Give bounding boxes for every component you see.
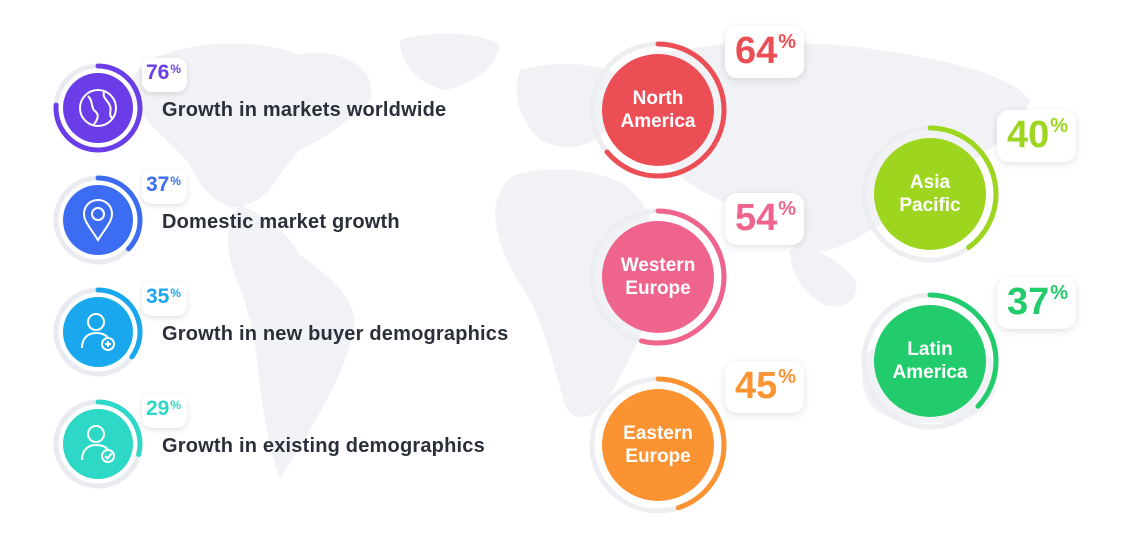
percent-value: 29 <box>146 397 170 420</box>
region-label-line: Pacific <box>899 195 961 216</box>
progress-arc <box>53 399 143 489</box>
region-percent-value: 37 <box>1007 281 1050 323</box>
region-asia-pacific: Asia Pacific <box>860 124 1000 264</box>
region-percent-value: 45 <box>735 365 778 407</box>
user-check-icon <box>81 425 115 463</box>
region-fill <box>874 138 986 250</box>
region-arc <box>589 41 727 179</box>
user-add-icon <box>81 313 115 351</box>
region-latin-america: Latin America <box>860 291 1000 431</box>
percent-sign: % <box>170 286 182 300</box>
region-label-line: Asia <box>909 172 951 193</box>
region-fill <box>602 389 714 501</box>
region-percent-sign: % <box>778 198 797 220</box>
region-north-america: North America <box>588 40 728 180</box>
region-percent-badge: 45 % <box>725 361 805 413</box>
region-arc <box>861 125 999 263</box>
progress-arc <box>53 287 143 377</box>
stat-row-existing: 29 % Growth in existing demographics <box>52 394 612 490</box>
percent-value: 35 <box>146 285 170 308</box>
region-western-europe: Western Europe <box>588 207 728 347</box>
stat-ring <box>52 286 144 378</box>
percent-value: 76 <box>146 61 170 84</box>
region-label-line: Latin <box>907 339 953 360</box>
region-percent-badge: 54 % <box>725 193 805 245</box>
percent-sign: % <box>170 62 182 76</box>
region-label-line: North <box>632 88 684 109</box>
region-label-line: Eastern <box>623 423 693 444</box>
stat-ring <box>52 174 144 266</box>
region-percent-badge: 40 % <box>997 110 1077 162</box>
region-percent-sign: % <box>778 366 797 388</box>
region-percent-sign: % <box>1050 282 1069 304</box>
region-percent-value: 54 <box>735 197 778 239</box>
region-eastern-europe: Eastern Europe <box>588 375 728 515</box>
stat-label: Domestic market growth <box>162 211 400 233</box>
stat-row-domestic-growth: 37 % Domestic market growth <box>52 170 612 266</box>
percent-sign: % <box>170 398 182 412</box>
region-label: Asia Pacific <box>874 138 986 250</box>
stat-label: Growth in new buyer demographics <box>162 323 509 345</box>
percent-badge: 37 % <box>142 170 188 204</box>
region-label: Eastern Europe <box>602 389 714 501</box>
percent-badge: 35 % <box>142 282 188 316</box>
stat-row-markets-worldwide: 76 % Growth in markets worldwide <box>52 58 612 154</box>
percent-sign: % <box>170 174 182 188</box>
region-label-line: America <box>620 111 696 132</box>
region-arc <box>861 292 999 430</box>
stat-ring <box>52 398 144 490</box>
map-pin-icon <box>82 198 114 242</box>
region-percent-sign: % <box>1050 115 1069 137</box>
region-arc <box>589 208 727 346</box>
region-arc <box>589 376 727 514</box>
region-percent-badge: 64 % <box>725 26 805 78</box>
percent-badge: 76 % <box>142 58 188 92</box>
region-label: North America <box>602 54 714 166</box>
stat-label: Growth in existing demographics <box>162 435 485 457</box>
percent-value: 37 <box>146 173 170 196</box>
stat-ring <box>52 62 144 154</box>
percent-badge: 29 % <box>142 394 188 428</box>
globe-icon <box>79 89 117 127</box>
stat-row-new-buyer: 35 % Growth in new buyer demographics <box>52 282 612 378</box>
region-percent-sign: % <box>778 31 797 53</box>
region-label: Western Europe <box>602 221 714 333</box>
region-label-line: Western <box>620 255 696 276</box>
region-percent-badge: 37 % <box>997 277 1077 329</box>
region-fill <box>602 221 714 333</box>
region-fill <box>874 305 986 417</box>
stat-label: Growth in markets worldwide <box>162 99 447 121</box>
region-label: Latin America <box>874 305 986 417</box>
region-label-line: America <box>892 362 968 383</box>
progress-arc <box>53 175 143 265</box>
region-percent-value: 40 <box>1007 114 1050 156</box>
region-percent-value: 64 <box>735 30 778 72</box>
progress-arc <box>53 63 143 153</box>
region-label-line: Europe <box>625 446 691 467</box>
region-label-line: Europe <box>625 278 691 299</box>
region-fill <box>602 54 714 166</box>
